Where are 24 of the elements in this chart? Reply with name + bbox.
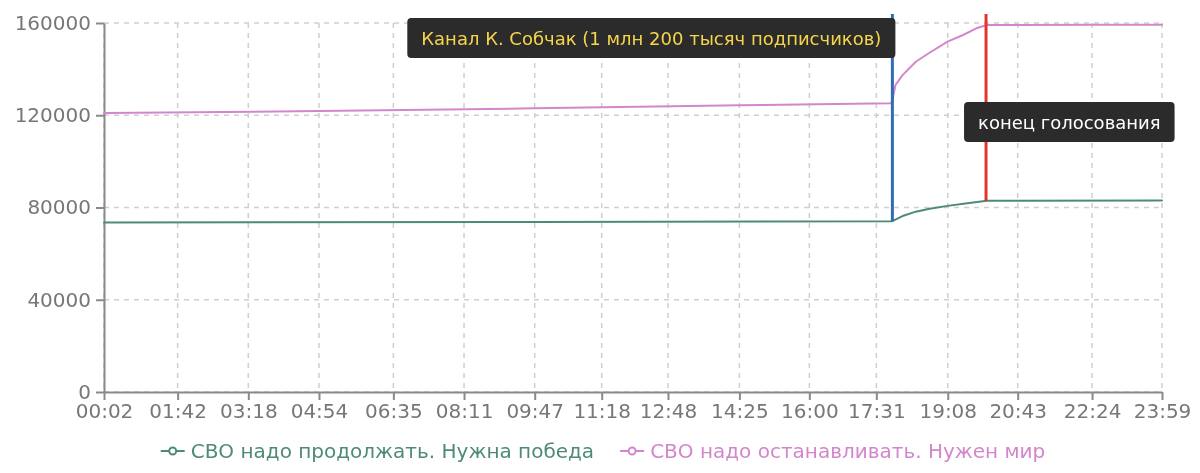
x-tick-label: 23:59: [1133, 399, 1192, 424]
x-tick-label: 03:18: [219, 399, 278, 424]
x-tick-label: 17:31: [848, 399, 906, 424]
x-tick-label: 14:25: [711, 399, 769, 424]
x-tick-label: 04:54: [290, 399, 349, 424]
y-tick-label: 120000: [14, 103, 91, 128]
x-tick-label: 06:35: [365, 399, 423, 424]
legend-label: СВО надо продолжать. Нужна победа: [190, 439, 595, 463]
x-tick-label: 20:43: [989, 399, 1048, 424]
x-tick-label: 16:00: [781, 399, 839, 424]
x-tick-label: 08:11: [435, 399, 494, 424]
y-tick-label: 40000: [27, 287, 91, 312]
ref-line-label: конец голосования: [978, 111, 1161, 133]
y-tick-label: 80000: [27, 195, 91, 220]
y-tick-label: 160000: [14, 10, 91, 35]
legend-label: СВО надо останавливать. Нужен мир: [650, 439, 1046, 463]
x-tick-label: 12:48: [639, 399, 698, 424]
x-tick-label: 22:24: [1063, 399, 1122, 424]
line-series: [103, 199, 1163, 224]
x-tick-label: 19:08: [919, 399, 978, 424]
x-tick-label: 11:18: [573, 399, 632, 424]
x-tick-label: 09:47: [506, 399, 565, 424]
ref-line-label: Канал К. Собчак (1 млн 200 тысяч подписчиков): [421, 27, 882, 49]
x-tick-label: 01:42: [149, 399, 207, 424]
